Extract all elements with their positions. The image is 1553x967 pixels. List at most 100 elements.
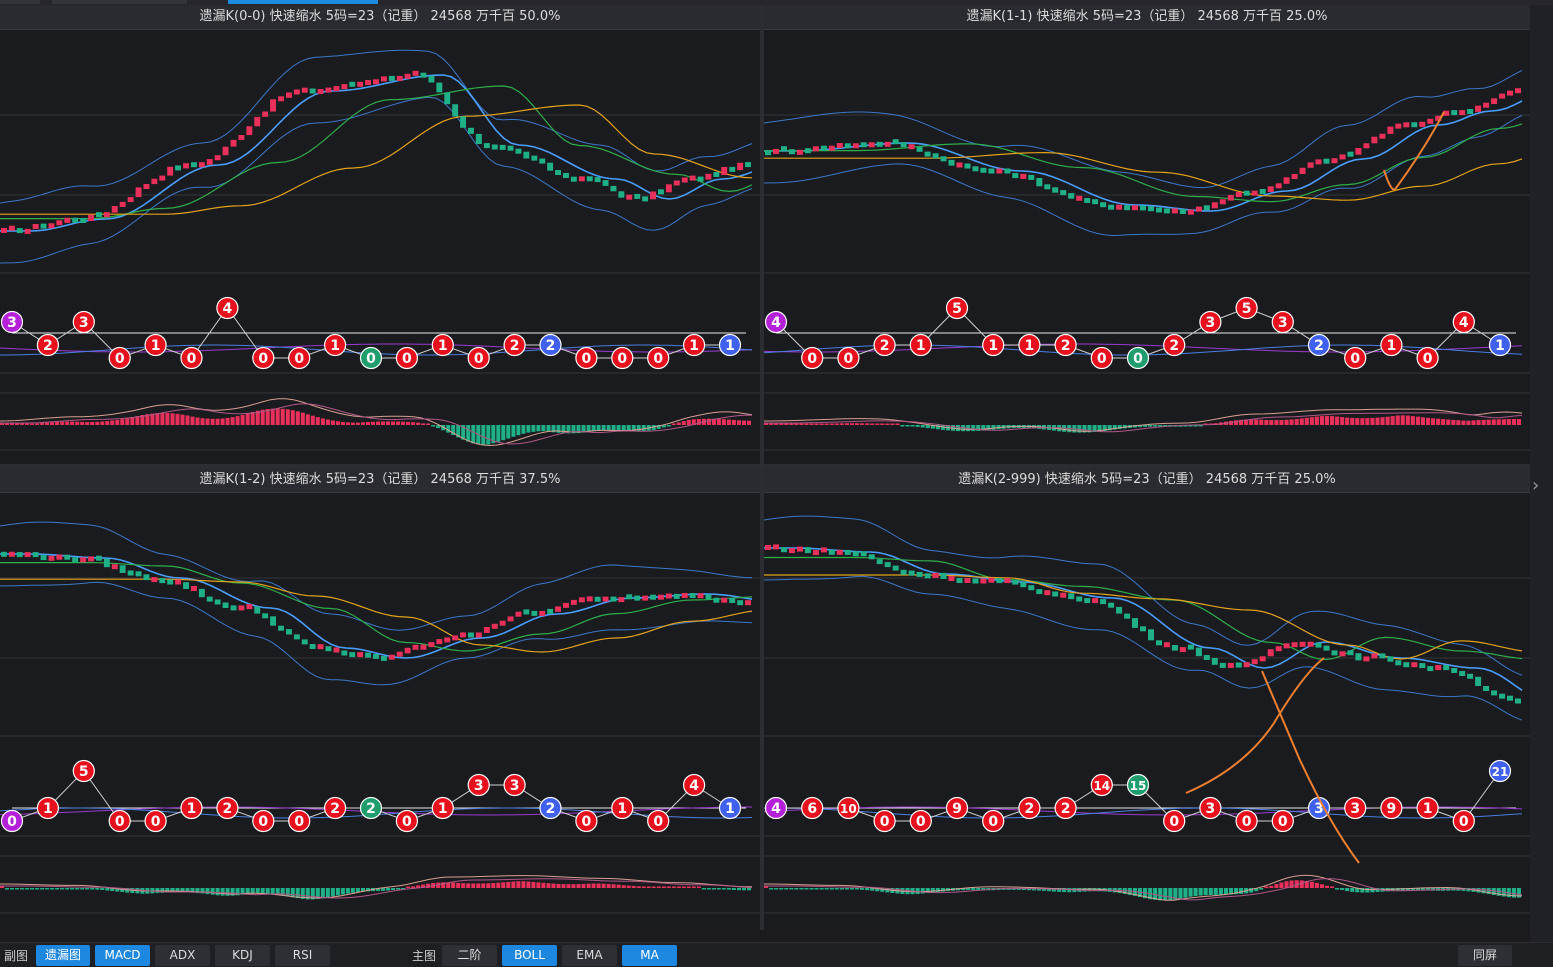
candle (309, 88, 316, 94)
main-button-ema[interactable]: EMA (562, 945, 617, 966)
macd-bar (1036, 888, 1041, 891)
missing-count-marker: 2 (503, 333, 526, 357)
candle (8, 551, 15, 557)
macd-bar (1324, 885, 1329, 888)
chart-panel-4[interactable]: 遗漏K(2-999) 快速缩水 5码=23（记重） 24568 万千百 25.0… (764, 468, 1530, 930)
macd-bar (361, 422, 365, 425)
chart-panel-2[interactable]: 遗漏K(1-1) 快速缩水 5码=23（记重） 24568 万千百 25.0% … (764, 5, 1530, 464)
marker-value: 0 (653, 351, 663, 367)
candle (916, 146, 923, 152)
macd-bar (971, 888, 976, 891)
top-tab-active[interactable] (228, 0, 378, 4)
macd-bar (1340, 417, 1345, 425)
macd-bar (860, 888, 865, 890)
macd-bar (60, 421, 65, 425)
candle (563, 602, 569, 608)
marker-circle (0, 809, 24, 833)
boll-lower-line (0, 96, 753, 264)
candle (626, 194, 633, 200)
macd-bar (481, 425, 486, 445)
candle (349, 652, 356, 658)
macd-bar (1077, 425, 1082, 433)
panel-divider-horizontal[interactable] (0, 464, 1530, 468)
candle (908, 570, 915, 576)
macd-bar (1087, 888, 1092, 892)
missing-count-marker: 1 (144, 333, 167, 357)
marker-value: 0 (294, 351, 304, 367)
chart-panel-3[interactable]: 遗漏K(1-2) 快速缩水 5码=23（记重） 24568 万千百 37.5% … (0, 468, 760, 930)
macd-bar (1259, 419, 1264, 425)
macd-bar (865, 423, 870, 425)
missing-count-marker: 0 (801, 346, 824, 370)
macd-bar (774, 888, 779, 890)
candle (222, 602, 229, 608)
macd-bar (225, 888, 230, 896)
macd-bar (190, 416, 195, 425)
chart-panel-1[interactable]: 遗漏K(0-0) 快速缩水 5码=23（记重） 24568 万千百 50.0% … (0, 5, 760, 464)
macd-bar (789, 888, 794, 890)
macd-bar (849, 423, 854, 425)
macd-bar (1198, 425, 1203, 427)
macd-bar (880, 888, 885, 892)
main-button-second-order[interactable]: 二阶 (442, 945, 497, 966)
candle (876, 559, 883, 565)
macd-bar (260, 888, 265, 894)
macd-bar (1299, 880, 1304, 888)
candle (940, 572, 947, 579)
marker-circle (216, 296, 239, 320)
main-button-ma[interactable]: MA (622, 945, 677, 966)
candle (956, 162, 963, 168)
missing-count-marker: 0 (108, 809, 131, 833)
macd-bar (325, 419, 330, 425)
sub-button-rsi[interactable]: RSI (275, 945, 330, 966)
sub-button-adx[interactable]: ADX (155, 945, 210, 966)
candle (262, 613, 269, 619)
candle (1267, 649, 1274, 657)
macd-bar (1112, 425, 1117, 430)
main-button-boll[interactable]: BOLL (502, 945, 557, 966)
macd-bar (210, 418, 215, 425)
macd-bar (0, 423, 4, 425)
candle (1068, 593, 1075, 600)
macd-bar (1420, 888, 1425, 891)
chart-canvas[interactable]: 4 0 0 2 1 5 1 1 2 0 0 2 3 5 3 2 0 1 0 4 1 (764, 30, 1530, 464)
expand-arrow-icon[interactable]: › (1532, 475, 1540, 496)
candle (1219, 199, 1226, 205)
candle (1291, 174, 1298, 179)
candle (64, 554, 71, 560)
candle (483, 143, 490, 149)
candle (665, 593, 672, 599)
macd-bar (814, 423, 819, 425)
macd-dea-line (764, 412, 1523, 433)
macd-bar (1274, 420, 1279, 425)
chart-canvas[interactable]: 0 1 5 0 0 1 2 0 0 2 2 0 1 3 3 2 0 1 0 4 1 (0, 493, 760, 930)
candle (602, 180, 609, 186)
macd-bar (1102, 425, 1107, 431)
macd-bar (391, 421, 395, 425)
candle (1355, 148, 1362, 155)
candle (1044, 184, 1051, 190)
macd-bar (581, 425, 586, 433)
candle (159, 578, 166, 584)
chart-canvas[interactable]: 3 2 3 0 1 0 4 0 0 1 0 0 1 0 2 2 0 0 0 1 1 (0, 30, 760, 464)
macd-bar (401, 888, 406, 890)
macd-bar (566, 425, 571, 434)
top-tab-2[interactable] (52, 0, 187, 4)
macd-bar (0, 886, 4, 888)
candle (1339, 651, 1346, 657)
macd-bar (411, 886, 416, 888)
macd-bar (976, 425, 981, 431)
sub-button-macd[interactable]: MACD (95, 945, 150, 966)
marker-circle (682, 773, 706, 797)
macd-bar (1516, 419, 1521, 425)
macd-bar (511, 881, 516, 888)
sub-button-missing-chart[interactable]: 遗漏图 (36, 945, 90, 966)
candle (1012, 579, 1019, 585)
candle (900, 569, 907, 575)
macd-bar (1031, 888, 1036, 891)
top-tab-1[interactable] (0, 0, 40, 4)
sync-screen-button[interactable]: 同屏 (1458, 945, 1512, 966)
sub-button-kdj[interactable]: KDJ (215, 945, 270, 966)
macd-bar (20, 423, 25, 425)
